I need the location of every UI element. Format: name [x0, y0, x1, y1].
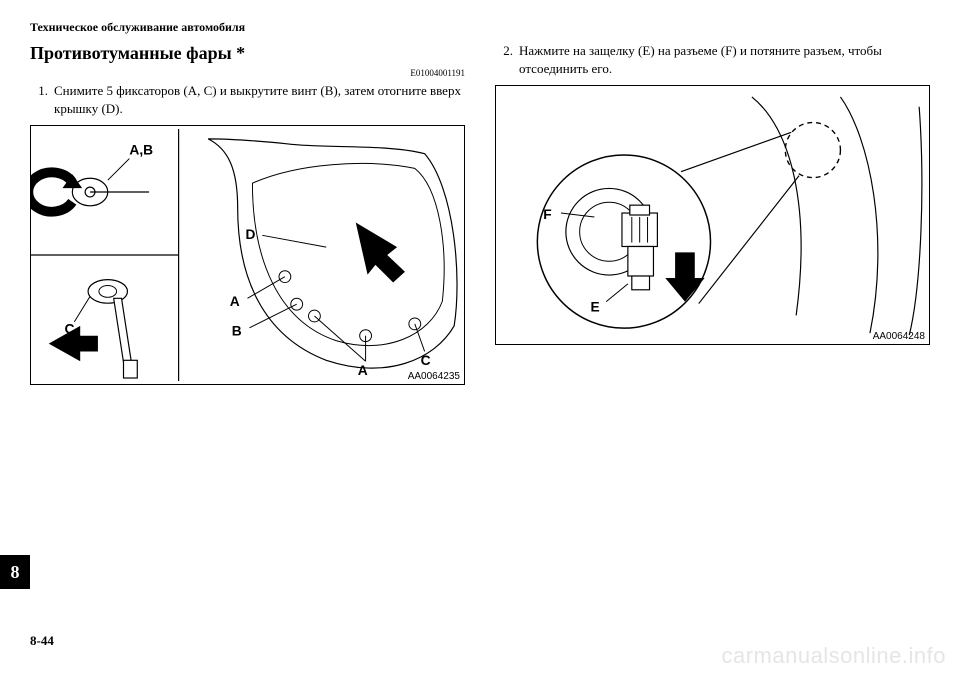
document-id: E01004001191: [30, 68, 465, 78]
step-text: Нажмите на защелку (E) на разъеме (F) и …: [519, 42, 930, 77]
page-title: Противотуманные фары *: [30, 43, 465, 64]
watermark: carmanualsonline.info: [721, 643, 946, 669]
figure-id: AA0064235: [408, 371, 460, 382]
label-f: F: [543, 207, 551, 222]
label-a2: A: [358, 363, 368, 378]
label-ab: A,B: [129, 143, 153, 158]
step-1: 1. Снимите 5 фиксаторов (A, C) и выкрути…: [30, 82, 465, 117]
step-number: 1.: [30, 82, 54, 117]
label-c2: C: [421, 353, 431, 368]
label-b: B: [232, 324, 242, 339]
page-number: 8-44: [30, 633, 54, 649]
step-number: 2.: [495, 42, 519, 77]
chapter-tab: 8: [0, 555, 30, 589]
figure-1: A,B C: [30, 125, 465, 385]
step-text: Снимите 5 фиксаторов (A, C) и выкрутите …: [54, 82, 465, 117]
breadcrumb: Техническое обслуживание автомобиля: [30, 20, 465, 35]
label-c: C: [64, 322, 74, 337]
label-d: D: [246, 227, 256, 242]
label-a1: A: [230, 294, 240, 309]
figure-id: AA0064248: [873, 331, 925, 342]
figure-2: F E AA0064248: [495, 85, 930, 345]
step-2: 2. Нажмите на защелку (E) на разъеме (F)…: [495, 42, 930, 77]
label-e: E: [590, 300, 599, 315]
